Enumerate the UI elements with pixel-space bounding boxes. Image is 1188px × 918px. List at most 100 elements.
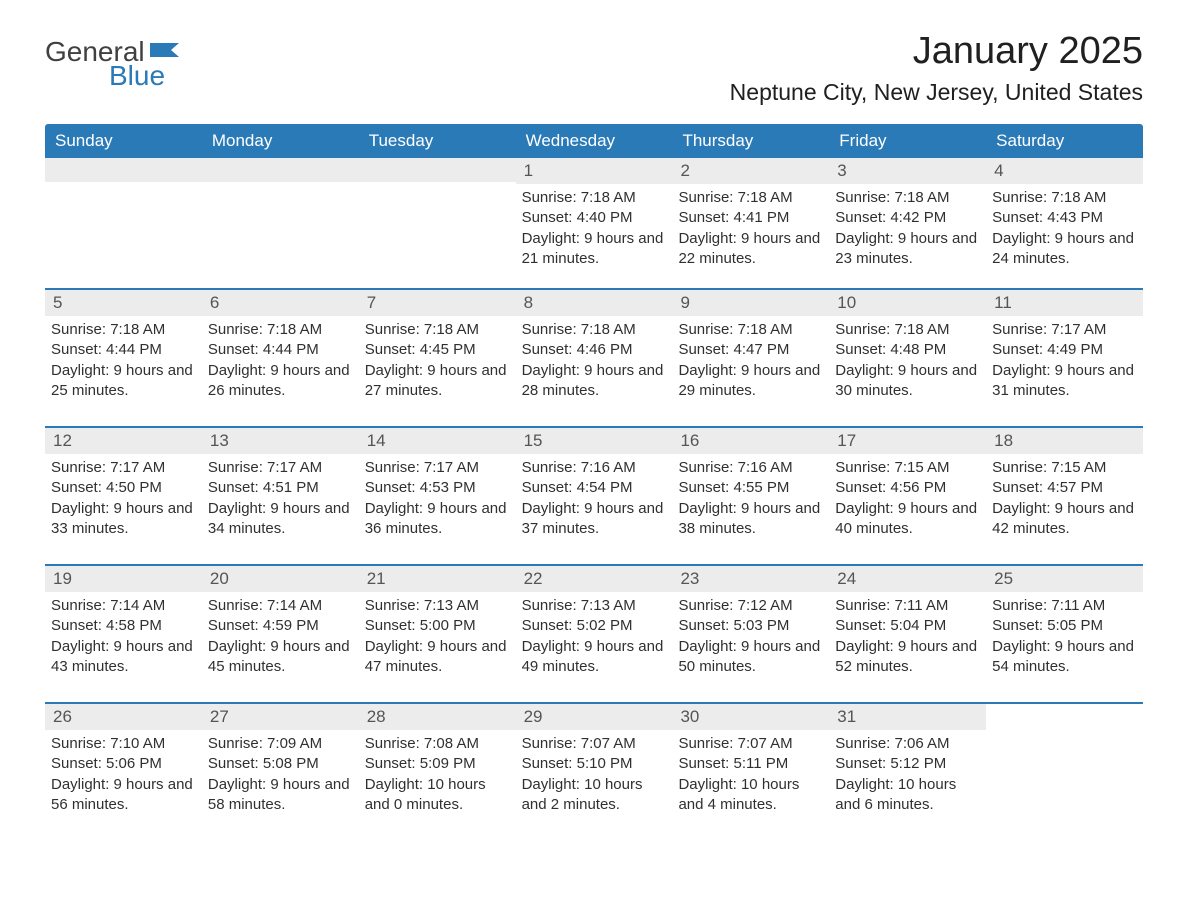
day-number: 4: [986, 158, 1143, 184]
day-number: 29: [516, 704, 673, 730]
day-detail: Sunrise: 7:13 AMSunset: 5:00 PMDaylight:…: [365, 596, 510, 677]
day-detail: Sunrise: 7:09 AMSunset: 5:08 PMDaylight:…: [208, 734, 353, 815]
day-number: 11: [986, 290, 1143, 316]
day-detail: Sunrise: 7:18 AMSunset: 4:40 PMDaylight:…: [522, 188, 667, 269]
sunrise-text: Sunrise: 7:18 AM: [678, 188, 823, 208]
day-number: 19: [45, 566, 202, 592]
daylight-text: Daylight: 9 hours and 29 minutes.: [678, 361, 823, 402]
daylight-text: Daylight: 10 hours and 4 minutes.: [678, 775, 823, 816]
sunset-text: Sunset: 5:12 PM: [835, 754, 980, 774]
daylight-text: Daylight: 9 hours and 58 minutes.: [208, 775, 353, 816]
day-number: 10: [829, 290, 986, 316]
sunrise-text: Sunrise: 7:14 AM: [51, 596, 196, 616]
day-number: 9: [672, 290, 829, 316]
day-detail: Sunrise: 7:18 AMSunset: 4:46 PMDaylight:…: [522, 320, 667, 401]
sunset-text: Sunset: 5:09 PM: [365, 754, 510, 774]
daylight-text: Daylight: 9 hours and 56 minutes.: [51, 775, 196, 816]
sunrise-text: Sunrise: 7:18 AM: [365, 320, 510, 340]
calendar-grid: SundayMondayTuesdayWednesdayThursdayFrid…: [45, 124, 1143, 830]
daylight-text: Daylight: 9 hours and 38 minutes.: [678, 499, 823, 540]
day-cell: 13 Sunrise: 7:17 AMSunset: 4:51 PMDayligh…: [202, 428, 359, 554]
sunrise-text: Sunrise: 7:14 AM: [208, 596, 353, 616]
day-cell: 24 Sunrise: 7:11 AMSunset: 5:04 PMDayligh…: [829, 566, 986, 692]
sunrise-text: Sunrise: 7:18 AM: [992, 188, 1137, 208]
day-cell: 21 Sunrise: 7:13 AMSunset: 5:00 PMDayligh…: [359, 566, 516, 692]
weeks-container: 1 Sunrise: 7:18 AMSunset: 4:40 PMDaylight…: [45, 158, 1143, 830]
day-number: 21: [359, 566, 516, 592]
day-header-row: SundayMondayTuesdayWednesdayThursdayFrid…: [45, 124, 1143, 158]
day-number: 12: [45, 428, 202, 454]
day-header: Friday: [829, 124, 986, 158]
daylight-text: Daylight: 9 hours and 43 minutes.: [51, 637, 196, 678]
daylight-text: Daylight: 9 hours and 34 minutes.: [208, 499, 353, 540]
day-detail: Sunrise: 7:18 AMSunset: 4:44 PMDaylight:…: [51, 320, 196, 401]
sunset-text: Sunset: 5:02 PM: [522, 616, 667, 636]
daylight-text: Daylight: 9 hours and 24 minutes.: [992, 229, 1137, 270]
day-cell: 1 Sunrise: 7:18 AMSunset: 4:40 PMDaylight…: [516, 158, 673, 278]
day-detail: Sunrise: 7:07 AMSunset: 5:11 PMDaylight:…: [678, 734, 823, 815]
day-header: Wednesday: [516, 124, 673, 158]
day-detail: Sunrise: 7:18 AMSunset: 4:41 PMDaylight:…: [678, 188, 823, 269]
daylight-text: Daylight: 9 hours and 23 minutes.: [835, 229, 980, 270]
day-cell: 25Sunrise: 7:11 AMSunset: 5:05 PMDayligh…: [986, 566, 1143, 692]
sunrise-text: Sunrise: 7:15 AM: [992, 458, 1137, 478]
day-cell: 4Sunrise: 7:18 AMSunset: 4:43 PMDaylight…: [986, 158, 1143, 278]
day-detail: Sunrise: 7:11 AMSunset: 5:04 PMDaylight:…: [835, 596, 980, 677]
daylight-text: Daylight: 9 hours and 28 minutes.: [522, 361, 667, 402]
day-detail: Sunrise: 7:14 AMSunset: 4:59 PMDaylight:…: [208, 596, 353, 677]
daylight-text: Daylight: 10 hours and 0 minutes.: [365, 775, 510, 816]
daylight-text: Daylight: 9 hours and 36 minutes.: [365, 499, 510, 540]
sunrise-text: Sunrise: 7:13 AM: [522, 596, 667, 616]
week-row: 1 Sunrise: 7:18 AMSunset: 4:40 PMDaylight…: [45, 158, 1143, 278]
daylight-text: Daylight: 9 hours and 27 minutes.: [365, 361, 510, 402]
day-number: 7: [359, 290, 516, 316]
sunrise-text: Sunrise: 7:16 AM: [522, 458, 667, 478]
sunset-text: Sunset: 4:49 PM: [992, 340, 1137, 360]
day-cell: 31 Sunrise: 7:06 AMSunset: 5:12 PMDayligh…: [829, 704, 986, 830]
sunrise-text: Sunrise: 7:12 AM: [678, 596, 823, 616]
day-number: 1: [516, 158, 673, 184]
week-row: 12Sunrise: 7:17 AMSunset: 4:50 PMDayligh…: [45, 426, 1143, 554]
day-number: 18: [986, 428, 1143, 454]
day-cell: 16Sunrise: 7:16 AMSunset: 4:55 PMDayligh…: [672, 428, 829, 554]
day-number: 13: [202, 428, 359, 454]
daylight-text: Daylight: 9 hours and 45 minutes.: [208, 637, 353, 678]
sunrise-text: Sunrise: 7:17 AM: [365, 458, 510, 478]
sunset-text: Sunset: 5:06 PM: [51, 754, 196, 774]
sunset-text: Sunset: 5:03 PM: [678, 616, 823, 636]
page-header: General Blue January 2025 Neptune City, …: [45, 30, 1143, 106]
empty-day-strip: [45, 158, 202, 182]
sunset-text: Sunset: 4:42 PM: [835, 208, 980, 228]
daylight-text: Daylight: 9 hours and 31 minutes.: [992, 361, 1137, 402]
brand-word2: Blue: [109, 60, 165, 92]
day-detail: Sunrise: 7:06 AMSunset: 5:12 PMDaylight:…: [835, 734, 980, 815]
sunset-text: Sunset: 5:10 PM: [522, 754, 667, 774]
day-detail: Sunrise: 7:13 AMSunset: 5:02 PMDaylight:…: [522, 596, 667, 677]
day-cell: [359, 158, 516, 278]
day-detail: Sunrise: 7:18 AMSunset: 4:44 PMDaylight:…: [208, 320, 353, 401]
day-cell: 3Sunrise: 7:18 AMSunset: 4:42 PMDaylight…: [829, 158, 986, 278]
day-number: 31: [829, 704, 986, 730]
day-number: 24: [829, 566, 986, 592]
sunset-text: Sunset: 4:46 PM: [522, 340, 667, 360]
day-number: 16: [672, 428, 829, 454]
daylight-text: Daylight: 10 hours and 2 minutes.: [522, 775, 667, 816]
sunset-text: Sunset: 4:57 PM: [992, 478, 1137, 498]
week-row: 26Sunrise: 7:10 AMSunset: 5:06 PMDayligh…: [45, 702, 1143, 830]
sunrise-text: Sunrise: 7:15 AM: [835, 458, 980, 478]
day-cell: 18Sunrise: 7:15 AMSunset: 4:57 PMDayligh…: [986, 428, 1143, 554]
daylight-text: Daylight: 9 hours and 26 minutes.: [208, 361, 353, 402]
day-cell: 29Sunrise: 7:07 AMSunset: 5:10 PMDayligh…: [516, 704, 673, 830]
day-number: 14: [359, 428, 516, 454]
day-cell: 30Sunrise: 7:07 AMSunset: 5:11 PMDayligh…: [672, 704, 829, 830]
sunrise-text: Sunrise: 7:18 AM: [522, 188, 667, 208]
day-cell: 14Sunrise: 7:17 AMSunset: 4:53 PMDayligh…: [359, 428, 516, 554]
sunrise-text: Sunrise: 7:13 AM: [365, 596, 510, 616]
sunrise-text: Sunrise: 7:18 AM: [835, 188, 980, 208]
day-number: 25: [986, 566, 1143, 592]
sunrise-text: Sunrise: 7:16 AM: [678, 458, 823, 478]
day-cell: [45, 158, 202, 278]
day-detail: Sunrise: 7:17 AMSunset: 4:51 PMDaylight:…: [208, 458, 353, 539]
day-cell: 6Sunrise: 7:18 AMSunset: 4:44 PMDaylight…: [202, 290, 359, 416]
empty-day-strip: [359, 158, 516, 182]
